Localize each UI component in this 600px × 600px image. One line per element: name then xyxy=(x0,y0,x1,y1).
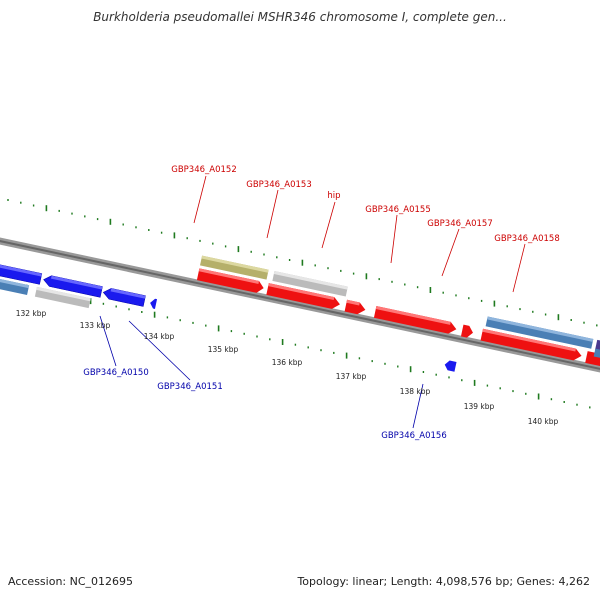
axis-inner xyxy=(0,240,600,370)
leader-a0151 xyxy=(128,320,191,381)
kbp-label-137: 137 kbp xyxy=(336,372,367,381)
genome-axis xyxy=(0,237,600,373)
kbp-label-135: 135 kbp xyxy=(208,345,239,354)
gene-forward-hip[interactable] xyxy=(344,299,367,316)
kbp-label-140: 140 kbp xyxy=(528,417,559,426)
kbp-label-138: 138 kbp xyxy=(400,387,431,396)
kbp-labels: 132 kbp 133 kbp 134 kbp 135 kbp 136 kbp … xyxy=(16,309,559,426)
leader-a0155 xyxy=(390,214,398,264)
label-a0158[interactable]: GBP346_A0158 xyxy=(494,234,559,244)
kbp-label-139: 139 kbp xyxy=(464,402,495,411)
top-tick-track xyxy=(7,199,598,327)
leader-a0152 xyxy=(193,175,207,224)
gene-olive-highlight xyxy=(201,255,269,273)
gene-steel-left-highlight xyxy=(0,276,30,289)
label-a0156[interactable]: GBP346_A0156 xyxy=(381,431,446,441)
gene-forward-a0157[interactable] xyxy=(480,328,583,362)
gene-reverse-a0156[interactable] xyxy=(444,360,457,372)
label-a0155[interactable]: GBP346_A0155 xyxy=(365,205,430,215)
gene-pseudo-left-highlight xyxy=(36,286,91,302)
label-a0151[interactable]: GBP346_A0151 xyxy=(157,382,222,392)
leader-a0156 xyxy=(412,383,424,429)
kbp-label-134: 134 kbp xyxy=(144,332,175,341)
gene-steel-left[interactable] xyxy=(0,276,30,296)
leader-a0153 xyxy=(266,189,279,239)
leader-hip xyxy=(321,201,336,249)
leader-a0150 xyxy=(99,315,117,367)
top-gene-labels: GBP346_A0152 GBP346_A0153 hip GBP346_A01… xyxy=(171,165,559,244)
leader-a0157 xyxy=(441,228,460,277)
gene-forward-1[interactable] xyxy=(196,268,265,294)
accession-text: Accession: NC_012695 xyxy=(8,575,134,588)
gene-pseudo-highlight xyxy=(273,271,348,290)
bottom-gene-labels: GBP346_A0150 GBP346_A0151 GBP346_A0156 xyxy=(83,368,446,441)
kbp-label-136: 136 kbp xyxy=(272,358,303,367)
label-hip[interactable]: hip xyxy=(327,191,340,201)
gene-reverse-2[interactable] xyxy=(42,274,103,298)
gene-reverse-1[interactable] xyxy=(0,262,43,285)
gene-forward-2[interactable] xyxy=(266,283,341,310)
label-a0157[interactable]: GBP346_A0157 xyxy=(427,219,492,229)
kbp-label-133: 133 kbp xyxy=(80,321,111,330)
gene-steel-highlight xyxy=(487,316,594,342)
summary-text: Topology: linear; Length: 4,098,576 bp; … xyxy=(297,575,590,588)
leader-a0158 xyxy=(512,243,526,293)
gene-forward-a0156-small[interactable] xyxy=(460,324,474,339)
kbp-label-132: 132 kbp xyxy=(16,309,47,318)
label-a0150[interactable]: GBP346_A0150 xyxy=(83,368,148,378)
gene-reverse-3[interactable] xyxy=(102,287,146,307)
leader-lines xyxy=(99,175,526,429)
feature-track xyxy=(0,255,600,373)
label-a0153[interactable]: GBP346_A0153 xyxy=(246,180,311,190)
gene-reverse-4[interactable] xyxy=(149,298,158,309)
label-a0152[interactable]: GBP346_A0152 xyxy=(171,165,236,175)
gene-forward-a0155[interactable] xyxy=(373,306,458,335)
map-title: Burkholderia pseudomallei MSHR346 chromo… xyxy=(93,10,507,24)
